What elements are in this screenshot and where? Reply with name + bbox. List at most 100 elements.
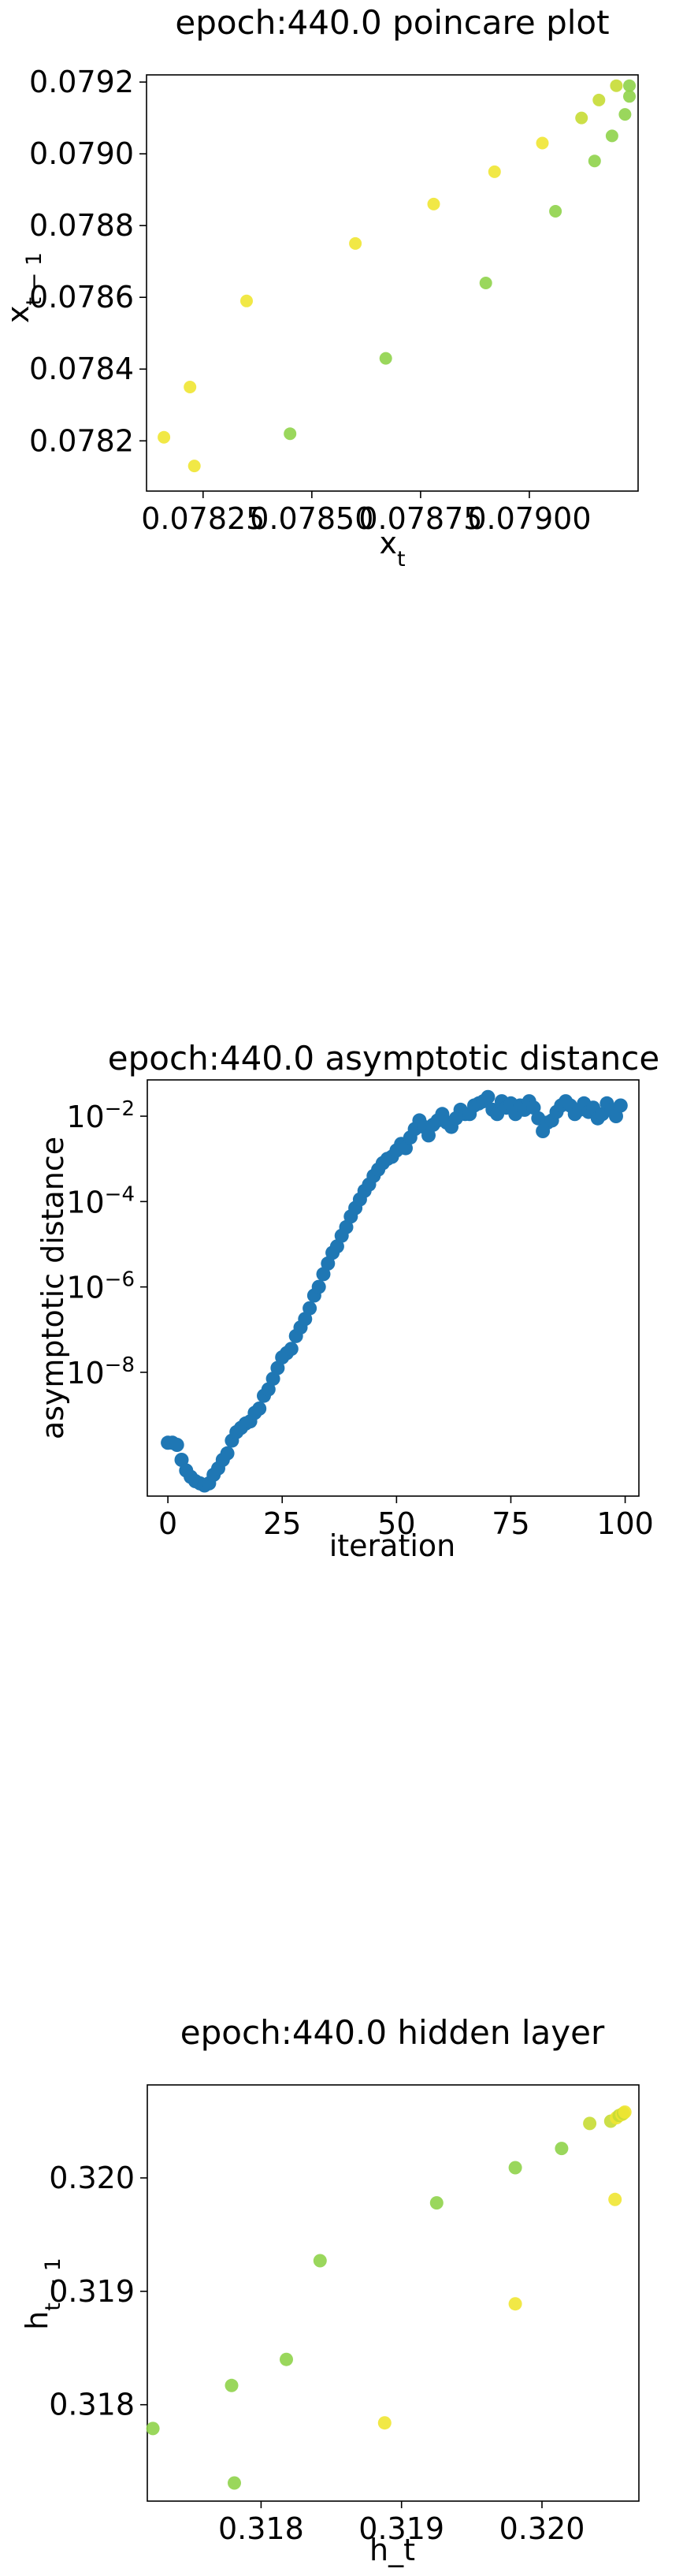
- poincare-point-5: [349, 236, 362, 250]
- x-tick-label: 0.07900: [467, 501, 591, 536]
- poincare-point-9: [488, 165, 501, 178]
- poincare-point-11: [549, 205, 562, 218]
- poincare-point-15: [605, 129, 618, 143]
- y-tick-label: 0.0782: [29, 423, 134, 458]
- x-tick-label: 75: [492, 1506, 529, 1541]
- hidden-layer-point-17: [618, 2105, 632, 2119]
- poincare-plot-y-axis: 0.0782 0.0784 0.0786 0.0788 0.0790 0.0792: [29, 65, 147, 458]
- hidden-layer-point-11: [608, 2192, 622, 2206]
- hidden-layer-point-9: [555, 2142, 569, 2156]
- y-tick-label: 0.0790: [29, 136, 134, 171]
- asymptotic-distance-marks: [161, 1089, 628, 1493]
- poincare-point-3: [240, 294, 253, 307]
- x-tick-label: 50: [377, 1506, 415, 1541]
- poincare-point-19: [623, 90, 636, 103]
- poincare-point-13: [588, 154, 601, 168]
- poincare-point-18: [623, 79, 636, 92]
- distance-point-52: [399, 1141, 413, 1156]
- y-tick-label: 0.0784: [29, 352, 134, 386]
- x-tick-label: 0.07875: [358, 501, 482, 536]
- hidden-layer-point-5: [377, 2416, 392, 2430]
- distance-point-33: [311, 1279, 326, 1294]
- y-tick-label: 0.0792: [29, 65, 134, 99]
- x-tick-label: 0.320: [499, 2511, 585, 2546]
- hidden-layer-frame: [147, 2084, 640, 2502]
- x-tick-label: 0.319: [358, 2511, 444, 2546]
- hidden-layer-point-7: [508, 2297, 522, 2311]
- poincare-point-0: [158, 430, 171, 444]
- distance-point-99: [613, 1098, 628, 1113]
- asymptotic-distance-y-axis: 10−8 10−6 10−4 10−2: [66, 1097, 147, 1390]
- hidden-layer-y-axis-label: ht − 1: [20, 2258, 65, 2330]
- distance-point-34: [316, 1267, 331, 1282]
- hidden-layer-point-2: [228, 2476, 241, 2490]
- y-tick-label: 0.0788: [29, 208, 134, 243]
- distance-point-35: [321, 1256, 336, 1271]
- asymptotic-distance-frame: [147, 1079, 640, 1497]
- hidden-layer-point-4: [313, 2254, 327, 2268]
- x-tick-label: 0.07850: [250, 501, 373, 536]
- distance-point-70: [481, 1089, 496, 1104]
- x-tick-label: 0.07825: [141, 501, 265, 536]
- distance-point-24: [270, 1361, 285, 1375]
- hidden-layer-point-10: [583, 2116, 597, 2131]
- hidden-layer-title: epoch:440.0 hidden layer: [180, 2013, 605, 2052]
- hidden-layer-point-0: [146, 2422, 160, 2436]
- y-tick-label: 10−6: [66, 1268, 135, 1305]
- x-tick-label: 0: [158, 1506, 177, 1541]
- distance-point-57: [421, 1128, 436, 1143]
- distance-point-2: [169, 1438, 184, 1452]
- poincare-plot-title: epoch:440.0 poincare plot: [175, 3, 609, 42]
- asymptotic-distance-x-axis: 0 25 50 75 100: [158, 1496, 654, 1541]
- distance-point-98: [609, 1109, 623, 1123]
- hidden-layer-x-axis: 0.318 0.319 0.320: [218, 2501, 585, 2546]
- y-tick-label: 0.319: [49, 2274, 135, 2309]
- distance-point-30: [298, 1312, 313, 1327]
- asymptotic-distance-panel: epoch:440.0 asymptotic distance 0 25 50 75 1…: [35, 1039, 659, 1563]
- asymptotic-distance-x-axis-label: iteration: [329, 1528, 456, 1563]
- distance-point-20: [252, 1402, 267, 1416]
- hidden-layer-point-6: [429, 2196, 444, 2210]
- y-tick-label: 0.318: [49, 2388, 135, 2422]
- poincare-point-1: [184, 381, 197, 393]
- x-tick-label: 25: [263, 1506, 301, 1541]
- hidden-layer-marks: [146, 2105, 632, 2490]
- poincare-point-2: [187, 460, 201, 473]
- poincare-point-4: [284, 427, 297, 441]
- distance-point-22: [261, 1382, 276, 1397]
- y-tick-label: 10−4: [66, 1182, 135, 1219]
- y-tick-label: 0.320: [49, 2161, 135, 2195]
- x-tick-label: 0.318: [218, 2511, 304, 2546]
- poincare-point-16: [610, 79, 623, 92]
- distance-point-37: [329, 1239, 344, 1254]
- distance-point-13: [220, 1446, 235, 1461]
- distance-point-80: [526, 1100, 541, 1115]
- hidden-layer-point-1: [225, 2378, 239, 2392]
- poincare-plot-frame: [146, 74, 639, 492]
- x-tick-label: 100: [596, 1506, 654, 1541]
- y-tick-label: 10−2: [66, 1097, 135, 1134]
- distance-point-27: [284, 1342, 299, 1357]
- poincare-plot-marks: [158, 79, 636, 473]
- poincare-plot-panel: epoch:440.0 poincare plot 0.078250.07850…: [1, 3, 639, 571]
- y-tick-label: 0.0786: [29, 280, 134, 315]
- poincare-point-6: [379, 352, 392, 365]
- distance-point-3: [174, 1453, 189, 1467]
- hidden-layer-y-axis: 0.318 0.319 0.320: [49, 2161, 147, 2422]
- poincare-point-17: [618, 108, 632, 121]
- hidden-layer-point-8: [508, 2161, 522, 2175]
- hidden-layer-point-3: [280, 2352, 293, 2366]
- poincare-point-7: [427, 197, 440, 210]
- hidden-layer-x-axis-label: h_t: [369, 2533, 415, 2567]
- poincare-point-14: [592, 93, 606, 106]
- asymptotic-distance-y-axis-label: asymptotic distance: [35, 1137, 70, 1439]
- poincare-point-10: [536, 136, 549, 150]
- poincare-point-12: [575, 111, 588, 125]
- distance-point-23: [265, 1372, 280, 1387]
- distance-point-31: [303, 1301, 317, 1316]
- poincare-point-8: [479, 277, 492, 289]
- hidden-layer-panel: epoch:440.0 hidden layer 0.318 0.319 0.320…: [20, 2013, 640, 2567]
- distance-point-39: [339, 1219, 354, 1234]
